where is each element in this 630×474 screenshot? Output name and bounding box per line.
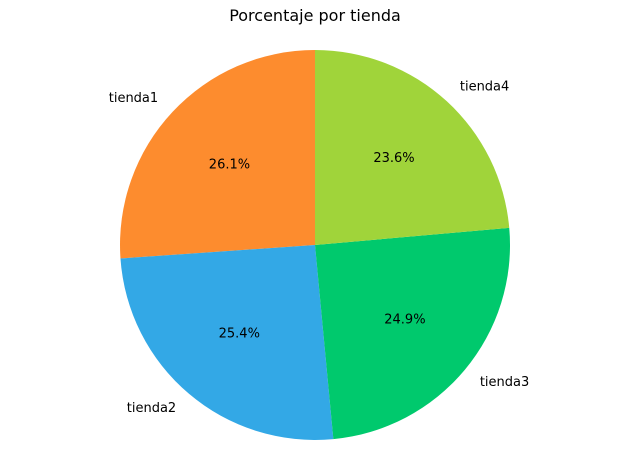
- slice-category-label: tienda3: [480, 375, 529, 390]
- slice-category-label: tienda2: [127, 401, 176, 416]
- pie-slice-tienda4: [315, 50, 510, 245]
- slice-percent-label: 23.6%: [373, 151, 414, 166]
- pie-slice-tienda2: [120, 245, 334, 440]
- slice-percent-label: 25.4%: [219, 327, 260, 342]
- slice-percent-label: 24.9%: [384, 312, 425, 327]
- pie-slice-tienda1: [120, 50, 315, 259]
- pie-slice-tienda3: [315, 227, 511, 440]
- slice-category-label: tienda1: [109, 91, 158, 106]
- slice-category-label: tienda4: [460, 79, 509, 94]
- slice-percent-label: 26.1%: [209, 158, 250, 173]
- chart-title: Porcentaje por tienda: [229, 6, 401, 25]
